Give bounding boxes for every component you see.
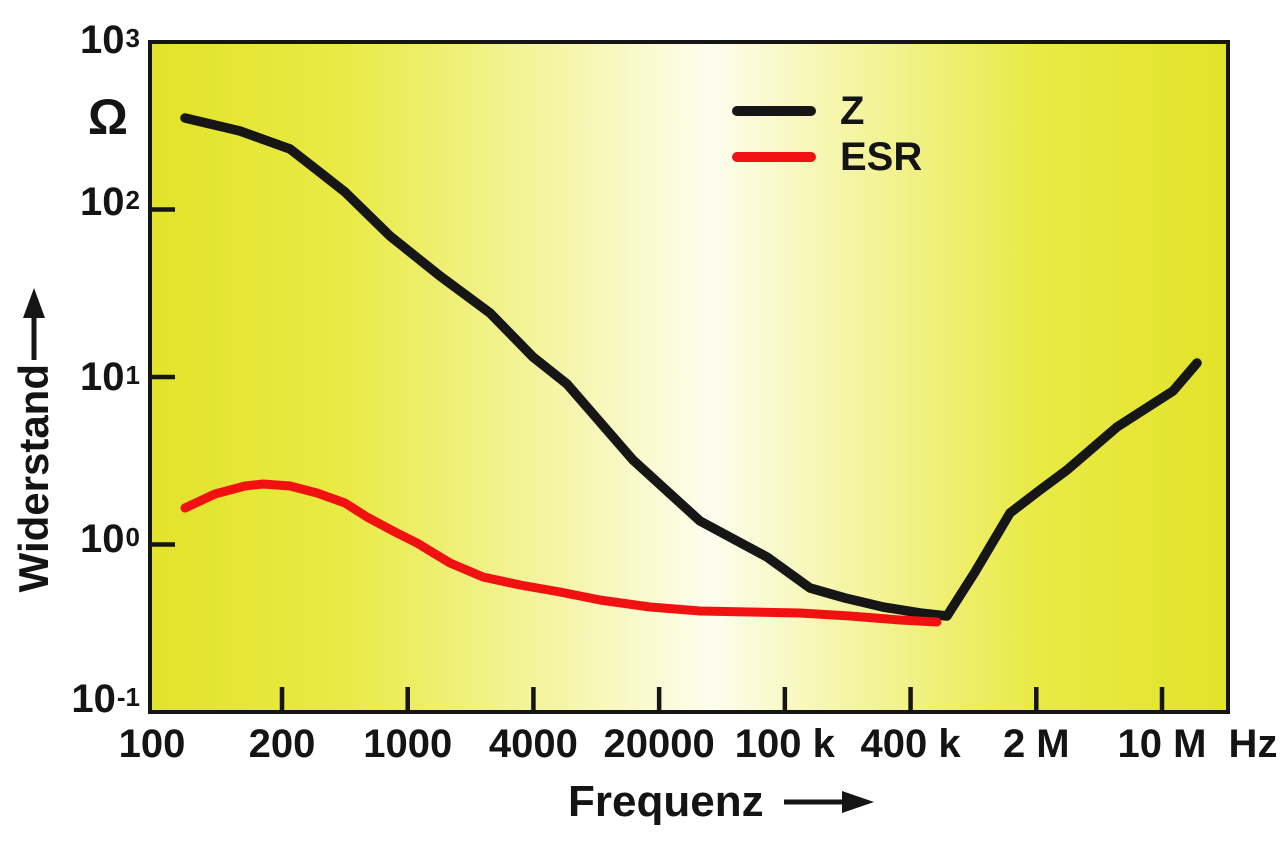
esr-curve (180, 479, 942, 627)
y-axis-unit-label: Ω (87, 89, 128, 145)
up-arrow-icon (23, 288, 45, 360)
axis-ticks (151, 207, 1165, 711)
legend-label-esr: ESR (840, 135, 923, 179)
y-axis-tick-label: 100 (80, 517, 140, 561)
legend-swatch-z (732, 106, 816, 116)
x-axis-tick-label: 100 (118, 722, 186, 766)
y-axis-tick-label: 102 (80, 180, 140, 224)
z-curve (180, 113, 1202, 621)
x-axis-tick-label: 20000 (603, 722, 715, 766)
x-axis-tick-label: 1000 (363, 722, 453, 766)
legend-label-z: Z (840, 89, 865, 133)
x-axis-tick-label: 2 M (1002, 722, 1070, 766)
x-axis-tick-label: 4000 (488, 722, 578, 766)
y-axis-title: Widerstand (6, 288, 62, 592)
x-axis-tick-label: 10 M (1117, 722, 1207, 766)
y-axis-tick-label: 103 (80, 18, 140, 62)
curves (180, 113, 1202, 627)
y-axis-tick-label: 101 (80, 355, 140, 399)
plot-border (148, 40, 1230, 714)
legend-item-esr: ESR (732, 134, 922, 180)
legend-swatch-esr (732, 152, 816, 162)
x-axis-tick-label: 400 k (860, 722, 961, 766)
x-axis-tick-label: 200 (248, 722, 316, 766)
x-axis-unit-label: Hz (1228, 722, 1278, 766)
y-axis-title-text: Widerstand (10, 364, 57, 593)
x-axis-tick-label: 100 k (734, 722, 835, 766)
x-axis-title-text: Frequenz (568, 777, 764, 826)
legend: Z ESR (732, 88, 922, 180)
y-axis-tick-label: 10-1 (71, 677, 140, 721)
plot-background (150, 42, 1228, 712)
x-axis-title: Frequenz (568, 780, 874, 824)
legend-item-z: Z (732, 88, 922, 134)
right-arrow-icon (783, 791, 874, 813)
